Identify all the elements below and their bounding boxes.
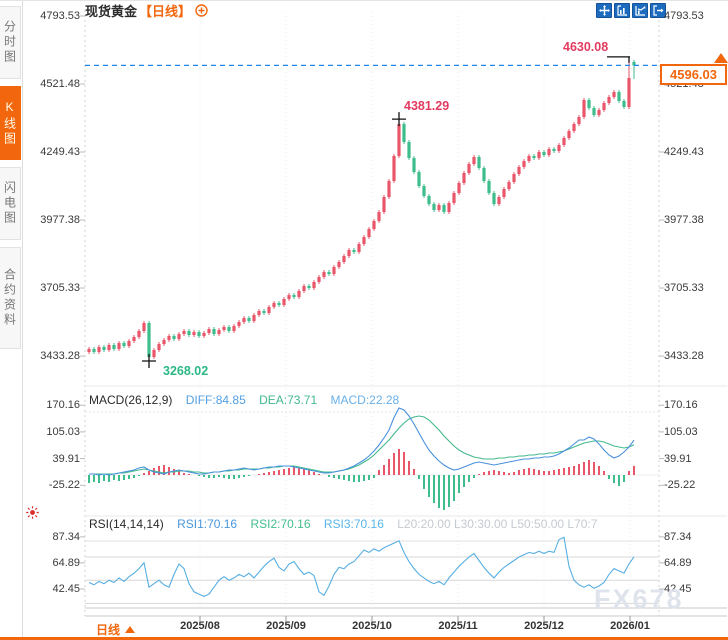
macd-diff-value: DIFF:84.85 [185, 393, 246, 407]
macd-dea-value: DEA:73.71 [259, 393, 318, 407]
peak-price-annotation: 4381.29 [404, 99, 450, 114]
chart-indicator-icon[interactable] [632, 3, 648, 18]
triangle-up-icon [125, 626, 136, 633]
rsi-axis-tick-label: 64.89 [52, 556, 80, 569]
rsi2-value: RSI2:70.16 [250, 517, 311, 531]
rsi-axis-tick-label: 64.89 [664, 556, 692, 569]
macd-header: MACD(26,12,9) DIFF:84.85 DEA:73.71 MACD:… [89, 393, 409, 407]
chart-title: 现货黄金 【日线】 [85, 2, 208, 19]
price-scale-marker-icon[interactable] [714, 53, 728, 63]
rsi1-value: RSI1:70.16 [177, 517, 238, 531]
chart-frame-icon[interactable] [614, 3, 630, 18]
chart-toolbar [596, 3, 666, 18]
circle-plus-icon[interactable] [195, 4, 208, 17]
sidebar-tab-kline-chart[interactable]: K线图 [0, 86, 21, 160]
main-axis-tick-label: 3977.38 [664, 214, 704, 227]
low-price-annotation: 3268.02 [163, 364, 209, 378]
main-axis-tick-label: 4249.43 [664, 146, 704, 159]
main-axis-tick-label: 3977.38 [40, 214, 80, 227]
rsi-axis-tick-label: 87.34 [664, 530, 692, 543]
rsi-levels-label: L20:20.00 L30:30.00 L50:50.00 L70:7 [397, 517, 598, 531]
sidebar-tab-time-chart[interactable]: 分时图 [0, 6, 21, 79]
crosshair-move-icon[interactable] [596, 3, 612, 18]
left-sidebar: 分时图 K线图闪电图合约资料 [0, 0, 23, 640]
macd-macd-value: MACD:22.28 [330, 393, 400, 407]
x-axis-month-label: 2025/12 [524, 620, 564, 632]
sidebar-tab-lightning-chart[interactable]: 闪电图 [0, 167, 21, 240]
rsi-axis-tick-label: 87.34 [52, 530, 80, 543]
period-tag: 【日线】 [139, 4, 192, 19]
macd-axis-tick-label: 105.03 [664, 425, 698, 438]
macd-axis-tick-label: 170.16 [46, 399, 80, 412]
main-axis-tick-label: 4521.48 [40, 78, 80, 90]
exit-icon[interactable] [650, 3, 666, 18]
main-axis-tick-label: 4249.43 [40, 146, 80, 159]
macd-axis-tick-label: 39.91 [52, 452, 80, 465]
sidebar-tab-contract-info[interactable]: 合约资料 [0, 247, 21, 349]
main-axis-tick-label: 3705.33 [664, 282, 704, 295]
symbol-name: 现货黄金 [85, 4, 138, 19]
main-axis-tick-label: 3705.33 [40, 282, 80, 295]
high-price-annotation: 4630.08 [563, 39, 609, 54]
main-axis-tick-label: 3433.28 [664, 350, 704, 363]
macd-axis-tick-label: -25.22 [48, 479, 80, 492]
main-axis-tick-label: 4793.53 [40, 10, 80, 22]
current-price-label: 4596.03 [660, 64, 727, 85]
x-axis-month-label: 2025/10 [352, 620, 392, 632]
rsi-axis-tick-label: 42.45 [52, 582, 80, 595]
period-selector[interactable]: 日线 [96, 621, 136, 638]
main-axis-tick-label: 4793.53 [664, 10, 704, 22]
x-axis-month-label: 2025/08 [180, 620, 220, 632]
macd-axis-tick-label: 105.03 [46, 425, 80, 438]
macd-axis-tick-label: -25.22 [664, 479, 696, 492]
rsi-axis-tick-label: 42.45 [664, 582, 692, 595]
period-selector-label: 日线 [96, 623, 121, 637]
rsi3-value: RSI3:70.16 [323, 517, 384, 531]
rsi-params-label: RSI(14,14,14) [89, 517, 164, 531]
x-axis-month-label: 2025/09 [266, 620, 306, 632]
macd-axis-tick-label: 170.16 [664, 399, 698, 412]
macd-axis-tick-label: 39.91 [664, 452, 692, 465]
x-axis-month-label: 2026/01 [610, 620, 650, 632]
bottom-accent-bar [0, 637, 728, 640]
main-axis-tick-label: 3433.28 [40, 350, 80, 363]
x-axis-month-label: 2025/11 [438, 620, 478, 632]
live-blink-icon [25, 505, 40, 525]
macd-params-label: MACD(26,12,9) [89, 393, 173, 407]
fx678-watermark: FX678 [594, 584, 684, 614]
rsi-header: RSI(14,14,14) RSI1:70.16 RSI2:70.16 RSI3… [89, 517, 607, 531]
